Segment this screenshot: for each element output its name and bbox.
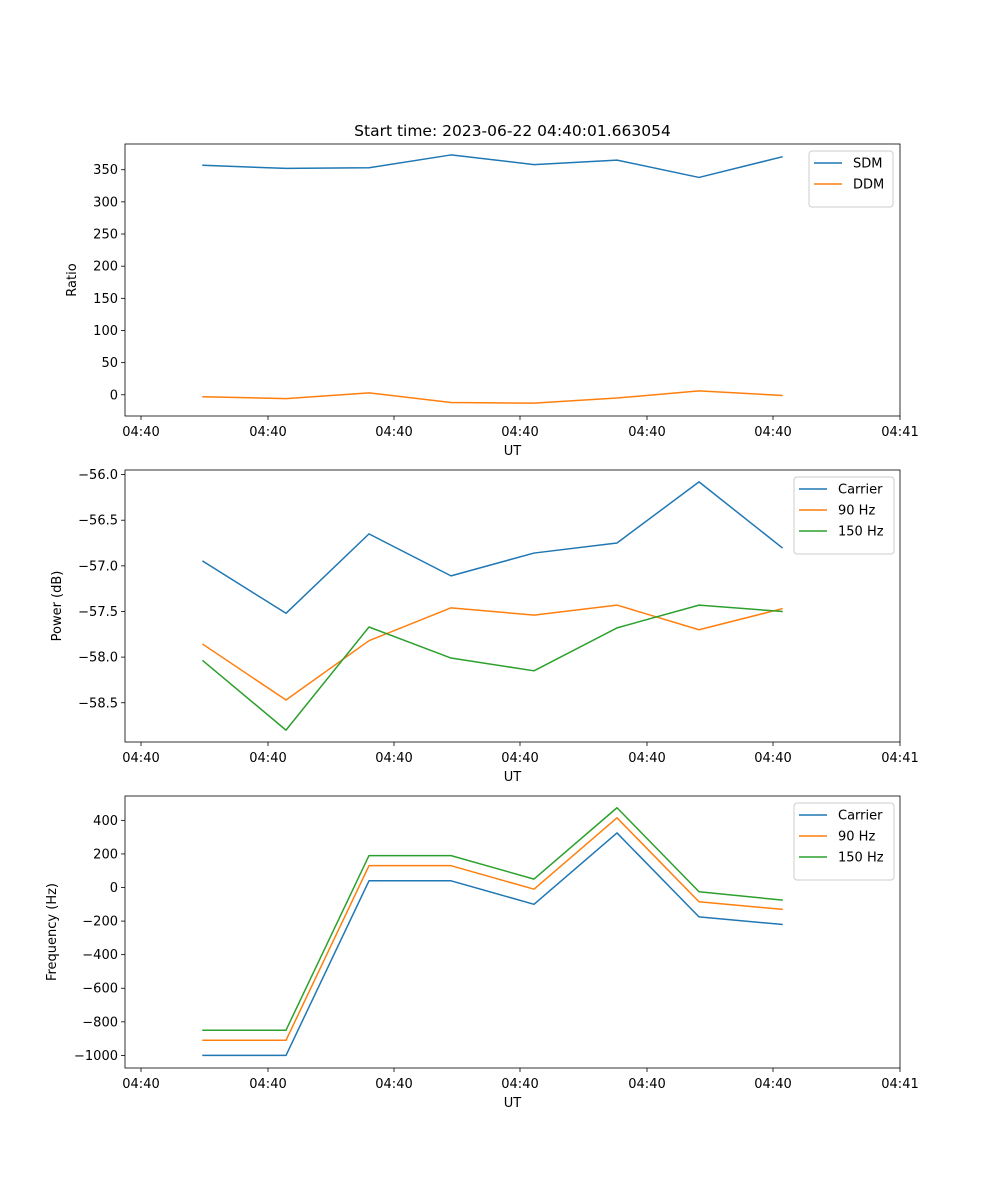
y-tick-label: 200	[93, 847, 118, 862]
y-tick-label: −56.0	[78, 468, 118, 483]
x-tick-label: 04:41	[881, 425, 918, 440]
legend: SDM DDM	[808, 150, 894, 208]
legend-label: DDM	[853, 178, 884, 193]
y-axis-label: Ratio	[65, 263, 80, 296]
y-tick-label: 300	[93, 195, 118, 210]
y-tick-label: −200	[82, 915, 118, 930]
legend-box	[793, 802, 895, 881]
x-axis-label: UT	[504, 444, 522, 459]
x-tick-label: 04:40	[754, 425, 791, 440]
axes-frame	[124, 795, 901, 1069]
x-tick-label: 04:40	[501, 1077, 538, 1092]
figure-title: Start time: 2023-06-22 04:40:01.663054	[354, 122, 671, 140]
x-tick-label: 04:40	[754, 1077, 791, 1092]
y-tick-label: −1000	[74, 1049, 118, 1064]
chart-panel-3: 04:40 04:40 04:40 04:40 04:40 04:40 04:41 −1000…	[45, 795, 919, 1111]
x-tick-label: 04:40	[501, 751, 538, 766]
x-tick-label: 04:41	[881, 751, 918, 766]
x-axis-label: UT	[504, 1096, 522, 1111]
x-tick-label: 04:40	[375, 1077, 412, 1092]
series-line-90-hz	[202, 817, 783, 1042]
y-tick-label: 250	[93, 228, 118, 243]
y-tick-label: 150	[93, 292, 118, 307]
y-tick-label: 400	[93, 814, 118, 829]
series-line-carrier	[201, 481, 784, 615]
y-tick-label: −600	[82, 982, 118, 997]
legend-label: SDM	[853, 157, 882, 172]
series-line-90-hz	[201, 604, 783, 701]
x-tick-label: 04:41	[881, 1077, 918, 1092]
series-line-sdm	[202, 154, 783, 179]
chart-panel-1: 04:40 04:40 04:40 04:40 04:40 04:40 04:41 0 50 10…	[65, 143, 919, 459]
x-tick-label: 04:40	[122, 425, 159, 440]
y-tick-label: 0	[110, 388, 118, 403]
x-axis-label: UT	[504, 770, 522, 785]
x-tick-label: 04:40	[628, 425, 665, 440]
y-tick-label: −57.5	[78, 605, 118, 620]
x-tick-label: 04:40	[501, 425, 538, 440]
chart-panel-2: 04:40 04:40 04:40 04:40 04:40 04:40 04:41 −58.5…	[50, 468, 919, 785]
legend: Carrier 90 Hz 150 Hz	[793, 476, 895, 555]
series-line-ddm	[202, 390, 783, 404]
y-axis-label: Frequency (Hz)	[45, 883, 60, 981]
legend-label: 90 Hz	[838, 504, 875, 519]
y-tick-label: −800	[82, 1015, 118, 1030]
x-tick-label: 04:40	[628, 751, 665, 766]
y-tick-label: 350	[93, 163, 118, 178]
legend-box	[808, 150, 894, 208]
legend: Carrier 90 Hz 150 Hz	[793, 802, 895, 881]
series-line-150-hz	[201, 604, 783, 731]
legend-label: Carrier	[838, 483, 883, 498]
legend-label: 90 Hz	[838, 830, 875, 845]
y-tick-label: −58.5	[78, 696, 118, 711]
axes-frame	[124, 143, 901, 417]
y-tick-label: 100	[93, 324, 118, 339]
x-tick-label: 04:40	[249, 1077, 286, 1092]
series-line-150-hz	[202, 807, 783, 1031]
y-tick-label: −58.0	[78, 651, 118, 666]
y-tick-label: 50	[101, 356, 118, 371]
y-tick-label: 200	[93, 260, 118, 275]
axes-frame	[124, 469, 901, 743]
series-line-carrier	[202, 832, 783, 1057]
y-tick-label: −56.5	[78, 514, 118, 529]
legend-box	[793, 476, 895, 555]
x-tick-label: 04:40	[754, 751, 791, 766]
legend-label: 150 Hz	[838, 525, 884, 540]
x-tick-label: 04:40	[375, 751, 412, 766]
y-tick-label: −57.0	[78, 559, 118, 574]
x-tick-label: 04:40	[122, 1077, 159, 1092]
y-tick-label: 0	[110, 881, 118, 896]
x-tick-label: 04:40	[249, 425, 286, 440]
y-axis-label: Power (dB)	[50, 571, 65, 642]
x-tick-label: 04:40	[628, 1077, 665, 1092]
x-tick-label: 04:40	[375, 425, 412, 440]
x-tick-label: 04:40	[249, 751, 286, 766]
x-tick-label: 04:40	[122, 751, 159, 766]
legend-label: 150 Hz	[838, 851, 884, 866]
legend-label: Carrier	[838, 809, 883, 824]
y-tick-label: −400	[82, 948, 118, 963]
